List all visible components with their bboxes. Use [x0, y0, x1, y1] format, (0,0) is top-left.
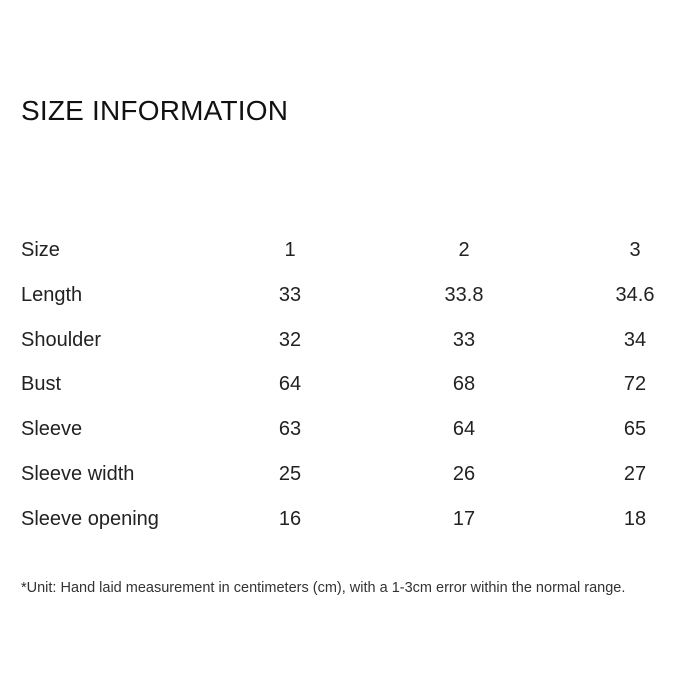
cell-size-2: 68: [452, 373, 476, 396]
cell-size-3: 27: [623, 463, 647, 485]
cell-size-1: 16: [278, 507, 302, 530]
cell-size-2: 26: [452, 463, 476, 485]
unit-footnote: *Unit: Hand laid measurement in centimet…: [21, 580, 626, 596]
page-title: SIZE INFORMATION: [21, 95, 289, 126]
cell-size-2: 64: [452, 418, 476, 441]
cell-size-2: 33: [452, 328, 476, 351]
cell-size-3: 18: [623, 507, 647, 530]
table-row: Size 1 2 3: [0, 235, 700, 265]
cell-size-2: 33.8: [444, 283, 484, 306]
row-label: Length: [21, 283, 83, 306]
table-row: Shoulder 32 33 34: [0, 325, 700, 355]
row-label: Sleeve width: [21, 463, 135, 485]
row-label: Bust: [21, 373, 62, 396]
cell-size-3: 34.6: [615, 283, 655, 306]
cell-size-1: 1: [284, 239, 296, 261]
cell-size-1: 64: [278, 373, 302, 396]
cell-size-3: 65: [623, 418, 647, 441]
table-row: Sleeve width 25 26 27: [0, 459, 700, 489]
cell-size-1: 63: [278, 418, 302, 441]
row-label: Size: [21, 239, 60, 261]
table-row: Sleeve 63 64 65: [0, 414, 700, 444]
cell-size-1: 33: [278, 283, 302, 306]
table-row: Length 33 33.8 34.6: [0, 280, 700, 310]
cell-size-3: 34: [623, 328, 647, 351]
row-label: Sleeve opening: [21, 507, 159, 530]
row-label: Shoulder: [21, 328, 102, 351]
cell-size-2: 2: [458, 239, 470, 261]
cell-size-2: 17: [452, 507, 476, 530]
cell-size-1: 25: [278, 463, 302, 485]
row-label: Sleeve: [21, 418, 83, 441]
cell-size-3: 3: [629, 239, 641, 261]
table-row: Bust 64 68 72: [0, 369, 700, 399]
cell-size-1: 32: [278, 328, 302, 351]
table-row: Sleeve opening 16 17 18: [0, 504, 700, 534]
cell-size-3: 72: [623, 373, 647, 396]
